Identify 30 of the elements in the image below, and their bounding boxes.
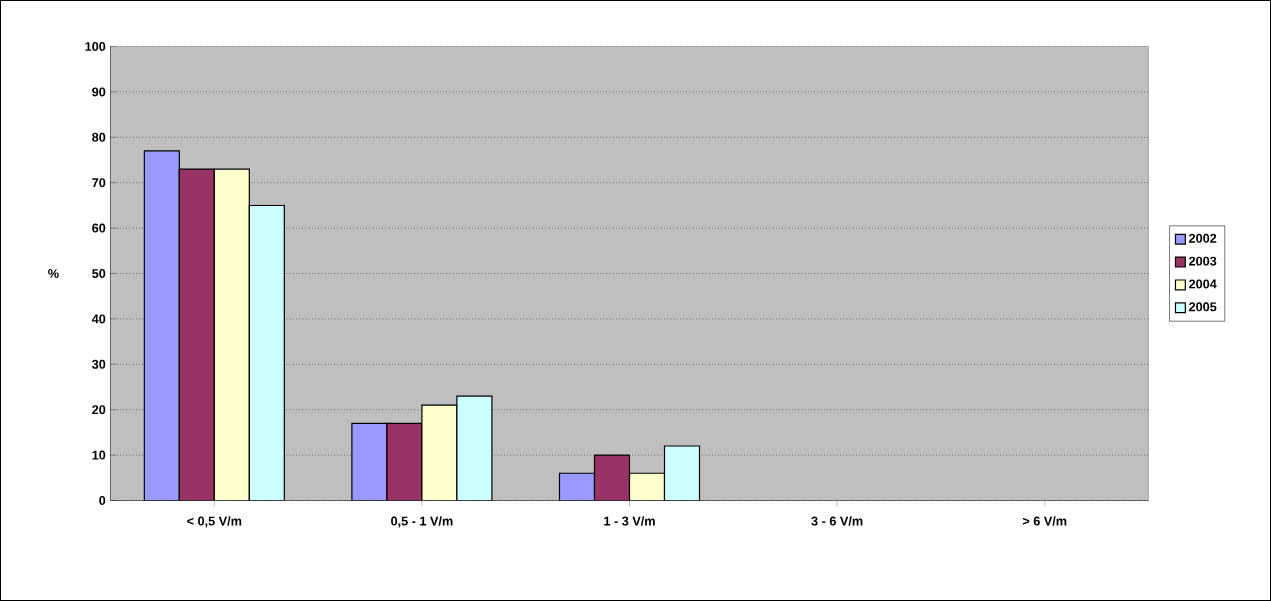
legend-label: 2002 xyxy=(1189,233,1217,243)
y-tick-label: 0 xyxy=(99,496,106,505)
y-tick-label: 60 xyxy=(92,223,106,233)
y-tick-label: 70 xyxy=(92,178,106,188)
y-tick-label: 20 xyxy=(92,405,106,415)
bar xyxy=(421,404,458,501)
x-tick-label: 3 - 6 V/m xyxy=(811,516,863,526)
y-tick-label: 10 xyxy=(92,450,106,460)
y-tick-label: 80 xyxy=(92,132,106,142)
y-axis-title: % xyxy=(48,269,59,278)
bar xyxy=(663,445,701,501)
x-tick-label: > 6 V/m xyxy=(1022,516,1067,526)
legend-label: 2003 xyxy=(1189,256,1217,266)
y-tick-label: 30 xyxy=(92,359,106,369)
y-tick-label: 50 xyxy=(92,269,106,278)
bar xyxy=(456,395,493,501)
x-tick-label: 1 - 3 V/m xyxy=(604,516,655,526)
bar xyxy=(213,168,250,501)
x-tick-label: 0,5 - 1 V/m xyxy=(391,516,453,528)
y-tick-label: 100 xyxy=(85,42,106,51)
bar xyxy=(248,204,285,501)
bar xyxy=(178,168,215,501)
bar xyxy=(593,454,631,501)
bar xyxy=(386,422,423,501)
y-tick-label: 90 xyxy=(92,87,106,97)
bar xyxy=(628,472,666,501)
x-tick-label: < 0,5 V/m xyxy=(187,516,242,528)
legend-label: 2005 xyxy=(1189,302,1217,312)
y-tick-label: 40 xyxy=(91,314,106,324)
legend-label: 2004 xyxy=(1189,279,1217,289)
